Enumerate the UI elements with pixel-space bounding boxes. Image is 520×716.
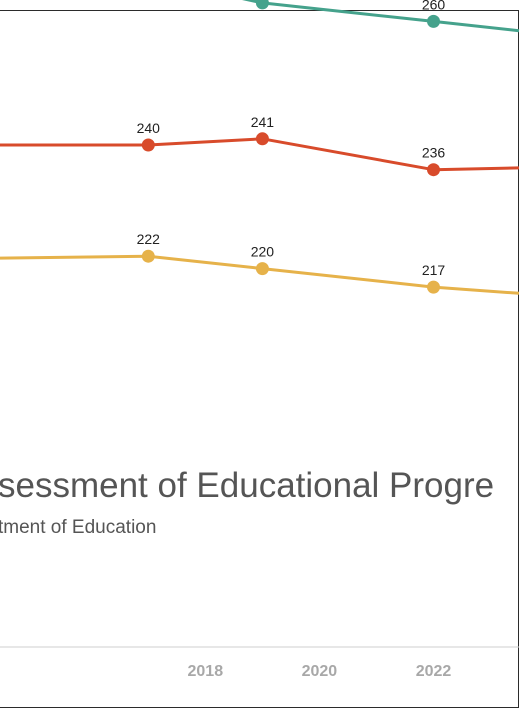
data-point[interactable] [427, 280, 440, 294]
data-label: 236 [422, 145, 446, 161]
data-point[interactable] [255, 0, 269, 10]
x-tick-label: 2020 [302, 663, 338, 680]
chart-title: sessment of Educational Progre [0, 466, 494, 505]
data-point[interactable] [427, 163, 440, 177]
data-label: 222 [137, 231, 161, 247]
chart-subtitle: tment of Education [0, 517, 156, 538]
data-label: 260 [422, 0, 446, 12]
data-label: 217 [422, 262, 446, 278]
series-layer [0, 0, 520, 295]
data-point[interactable] [255, 132, 269, 146]
data-label: 241 [251, 114, 275, 130]
data-point[interactable] [427, 14, 440, 28]
x-tick-labels: 2018 2020 2022 [188, 663, 452, 680]
data-point[interactable] [141, 249, 155, 263]
x-tick-label: 2018 [188, 663, 224, 680]
point-labels-layer: 283282274267263260240241236222220217 [137, 0, 446, 278]
data-label: 240 [137, 120, 161, 136]
chart-frame [0, 10, 519, 708]
data-point[interactable] [141, 138, 155, 152]
data-point[interactable] [255, 262, 269, 276]
x-tick-label: 2022 [416, 663, 452, 680]
data-label: 220 [251, 244, 275, 260]
